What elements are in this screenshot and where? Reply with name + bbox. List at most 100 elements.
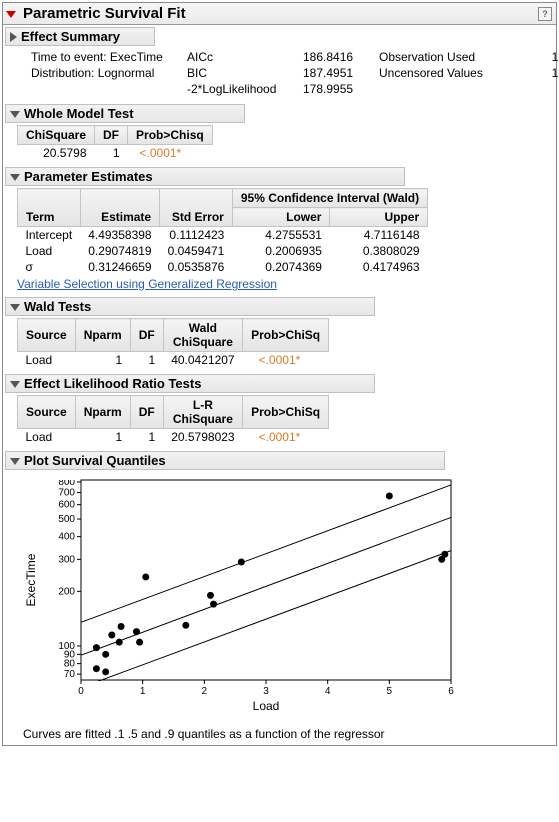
disclosure-icon[interactable] [10, 458, 20, 465]
param-est-section: Parameter Estimates Term Estimate Std Er… [3, 167, 556, 295]
col-header: DF [130, 396, 163, 429]
disclosure-icon[interactable] [10, 174, 20, 181]
cell: 1 [75, 429, 130, 446]
stat-label: BIC [187, 66, 297, 80]
disclosure-icon[interactable] [10, 111, 20, 118]
col-header: Nparm [75, 396, 130, 429]
col-header: DF [95, 126, 128, 145]
table-row: Load 1 1 40.0421207 <.0001* [18, 352, 329, 369]
svg-text:200: 200 [58, 586, 75, 597]
wald-header[interactable]: Wald Tests [5, 297, 375, 316]
col-header: Prob>ChiSq [243, 319, 329, 352]
lrt-section: Effect Likelihood Ratio Tests Source Npa… [3, 374, 556, 449]
stat-label: Observation Used [379, 50, 509, 64]
effect-summary-body: Time to event: ExecTime AICc 186.8416 Ob… [3, 46, 556, 102]
table-row: Load0.290748190.04594710.20069350.380802… [18, 243, 428, 259]
col-header: ChiSquare [18, 126, 95, 145]
table-row: Intercept4.493583980.11124234.27555314.7… [18, 227, 428, 244]
effect-summary-header[interactable]: Effect Summary [5, 27, 155, 46]
cell: 40.0421207 [163, 352, 242, 369]
stat-value: 187.4951 [303, 66, 373, 80]
cell: 20.5798023 [163, 429, 242, 446]
disclosure-icon[interactable] [10, 304, 20, 311]
section-title: Wald Tests [24, 299, 91, 314]
whole-model-header[interactable]: Whole Model Test [5, 104, 245, 123]
col-header-group: 95% Confidence Interval (Wald) [232, 189, 427, 208]
survival-quantile-plot: 7080901002003004005006007008000123456Loa… [21, 474, 461, 714]
table-row: σ0.312466590.05358760.20743690.4174963 [18, 259, 428, 275]
svg-text:700: 700 [58, 487, 75, 498]
svg-text:2: 2 [202, 686, 208, 697]
main-title: Parametric Survival Fit [23, 5, 186, 22]
param-est-table: Term Estimate Std Error 95% Confidence I… [17, 188, 428, 275]
section-title: Plot Survival Quantiles [24, 453, 166, 468]
whole-model-table: ChiSquare DF Prob>Chisq 20.5798 1 <.0001… [17, 125, 213, 161]
disclosure-icon[interactable] [10, 381, 20, 388]
svg-text:4: 4 [325, 686, 331, 697]
col-header: Term [18, 189, 81, 227]
lrt-header[interactable]: Effect Likelihood Ratio Tests [5, 374, 375, 393]
cell-pvalue: <.0001* [243, 429, 329, 446]
cell: Load [18, 429, 76, 446]
stat-value: 178.9955 [303, 82, 373, 96]
stat-value: 17 [515, 66, 559, 80]
stat-value: 17 [515, 50, 559, 64]
section-title: Parameter Estimates [24, 169, 153, 184]
var-selection-link[interactable]: Variable Selection using Generalized Reg… [17, 277, 277, 291]
summary-label: Distribution: Lognormal [31, 66, 181, 80]
col-header: Nparm [75, 319, 130, 352]
cell: 1 [95, 145, 128, 162]
svg-text:0: 0 [78, 686, 84, 697]
cell: 20.5798 [18, 145, 95, 162]
col-header: Lower [232, 208, 330, 227]
col-header: DF [130, 319, 163, 352]
svg-text:70: 70 [64, 669, 76, 680]
section-title: Effect Likelihood Ratio Tests [24, 376, 201, 391]
svg-text:400: 400 [58, 532, 75, 543]
stat-label: -2*LogLikelihood [187, 82, 297, 96]
stat-value: 186.8416 [303, 50, 373, 64]
col-header: Source [18, 396, 76, 429]
main-header[interactable]: Parametric Survival Fit ? [3, 3, 556, 25]
svg-text:600: 600 [58, 500, 75, 511]
plot-header[interactable]: Plot Survival Quantiles [5, 451, 445, 470]
disclosure-icon[interactable] [10, 32, 17, 42]
whole-model-section: Whole Model Test ChiSquare DF Prob>Chisq… [3, 104, 556, 165]
parametric-survival-panel: Parametric Survival Fit ? Effect Summary… [2, 2, 557, 746]
cell: 1 [75, 352, 130, 369]
cell: 1 [130, 352, 163, 369]
stat-label: AICc [187, 50, 297, 64]
table-row: Load 1 1 20.5798023 <.0001* [18, 429, 329, 446]
section-title: Effect Summary [21, 29, 120, 44]
cell: Load [18, 352, 76, 369]
plot-caption: Curves are fitted .1 .5 and .9 quantiles… [3, 723, 556, 745]
table-row: 20.5798 1 <.0001* [18, 145, 213, 162]
param-est-header[interactable]: Parameter Estimates [5, 167, 405, 186]
stat-label: Uncensored Values [379, 66, 509, 80]
cell-pvalue: <.0001* [243, 352, 329, 369]
lrt-table: Source Nparm DF L-RChiSquare Prob>ChiSq … [17, 395, 329, 445]
svg-text:ExecTime: ExecTime [24, 553, 38, 606]
col-header: Source [18, 319, 76, 352]
help-icon[interactable]: ? [538, 7, 552, 21]
col-header: Upper [330, 208, 428, 227]
menu-icon[interactable] [7, 8, 19, 20]
col-header: Prob>ChiSq [243, 396, 329, 429]
cell-pvalue: <.0001* [128, 145, 213, 162]
col-header: Std Error [160, 189, 233, 227]
svg-text:Load: Load [253, 699, 280, 713]
wald-section: Wald Tests Source Nparm DF WaldChiSquare… [3, 297, 556, 372]
svg-text:6: 6 [448, 686, 454, 697]
plot-section: Plot Survival Quantiles 7080901002003004… [3, 451, 556, 745]
section-title: Whole Model Test [24, 106, 134, 121]
col-header: Prob>Chisq [128, 126, 213, 145]
svg-text:1: 1 [140, 686, 146, 697]
svg-text:5: 5 [387, 686, 393, 697]
svg-text:300: 300 [58, 554, 75, 565]
cell: 1 [130, 429, 163, 446]
svg-text:100: 100 [58, 641, 75, 652]
svg-text:500: 500 [58, 514, 75, 525]
svg-text:3: 3 [263, 686, 269, 697]
col-header: Estimate [80, 189, 159, 227]
wald-table: Source Nparm DF WaldChiSquare Prob>ChiSq… [17, 318, 329, 368]
